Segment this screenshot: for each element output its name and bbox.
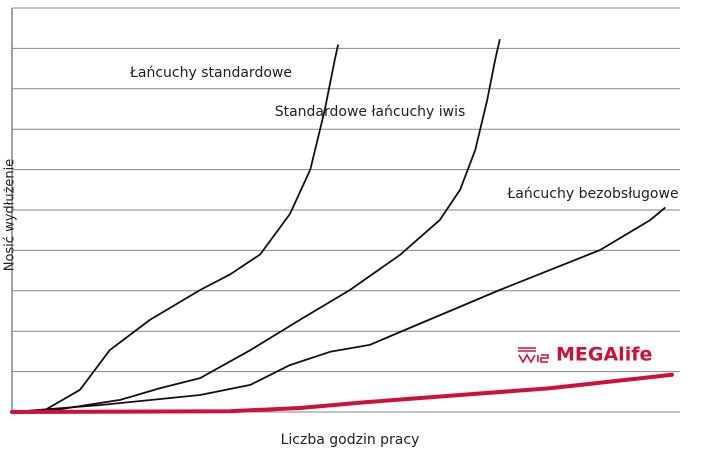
series-line [11,207,666,413]
x-axis-label: Liczba godzin pracy [281,432,420,448]
series-label: Łańcuchy standardowe [129,65,292,81]
series-label: Łańcuchy bezobsługowe [506,186,678,202]
series-label: Standardowe łańcuchy iwis [275,104,466,120]
series-label: MEGAlife [556,344,652,366]
series-line [11,44,339,413]
series-line [10,372,674,414]
y-axis-label: Nosić wydłużenie [3,159,18,272]
iwis-logo [518,347,549,364]
series-line [11,39,501,413]
